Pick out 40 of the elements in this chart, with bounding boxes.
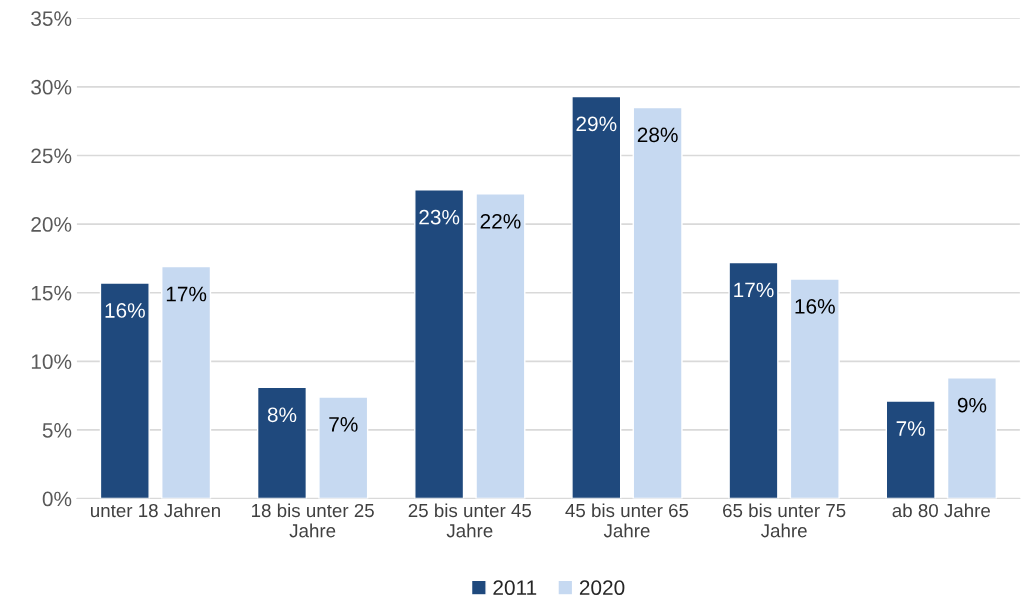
x-tick-label: 18 bis unter 25 Jahre: [252, 503, 374, 538]
y-tick-label: 10%: [31, 354, 72, 370]
data-label: 8%: [267, 407, 297, 423]
x-tick-label: unter 18 Jahren: [91, 503, 220, 518]
data-label: 16%: [795, 299, 835, 314]
y-tick-label: 15%: [31, 285, 72, 301]
data-label: 16%: [105, 303, 145, 318]
data-label: 22%: [480, 213, 521, 229]
bar: [318, 396, 369, 499]
y-tick-label: 25%: [31, 148, 72, 164]
bar: [728, 261, 779, 499]
bar: [885, 400, 936, 499]
x-tick-label: 45 bis unter 65 Jahre: [565, 503, 689, 538]
bar: [414, 189, 465, 499]
y-tick-label: 30%: [31, 79, 72, 95]
y-tick-label: 0%: [42, 491, 72, 507]
bar: [789, 278, 840, 499]
y-tick-label: 20%: [31, 217, 72, 232]
data-label: 7%: [896, 421, 925, 436]
data-label: 28%: [637, 127, 678, 143]
data-label: 7%: [329, 417, 358, 432]
bar: [632, 106, 683, 499]
data-label: 23%: [419, 209, 460, 225]
data-label: 17%: [734, 282, 774, 298]
x-tick-label: 25 bis unter 45 Jahre: [408, 503, 532, 538]
legend-label: 2020: [579, 580, 625, 596]
legend-label: 2011: [493, 580, 537, 596]
bar: [256, 386, 308, 499]
bar: [946, 377, 997, 499]
bar: [161, 265, 212, 499]
bar: [571, 95, 622, 499]
data-label: 9%: [957, 397, 987, 413]
y-tick-label: 35%: [31, 11, 72, 26]
y-tick-label: 5%: [42, 423, 72, 438]
bar: [475, 193, 526, 499]
x-tick-label: 65 bis unter 75 Jahre: [723, 503, 846, 538]
x-tick-label: ab 80 Jahre: [892, 503, 990, 518]
data-label: 17%: [166, 286, 207, 302]
bar: [99, 282, 150, 499]
data-label: 29%: [576, 116, 617, 132]
